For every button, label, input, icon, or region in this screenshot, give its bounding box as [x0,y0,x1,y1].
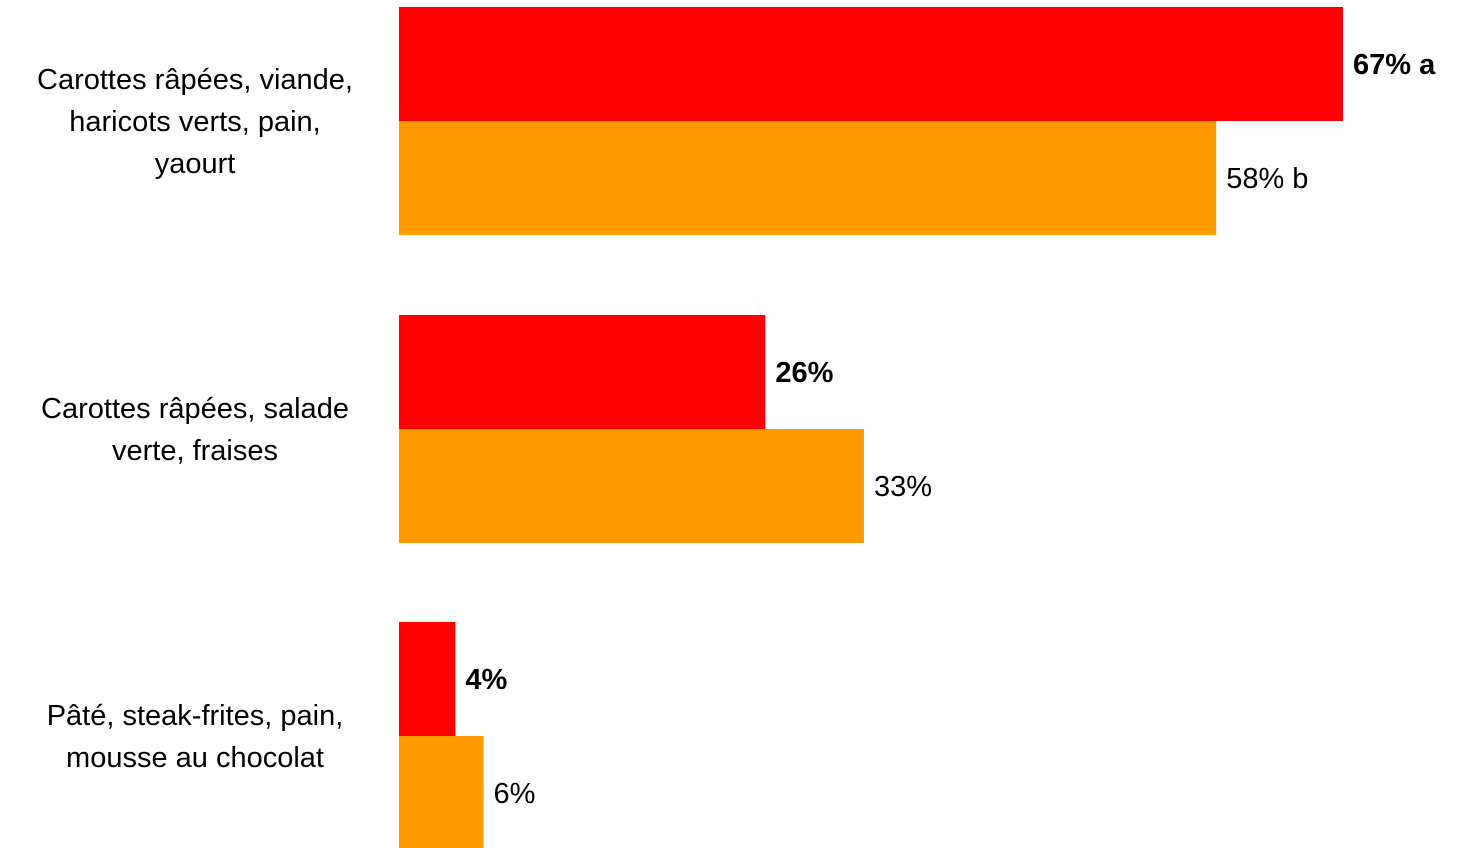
category-label-line: verte, fraises [112,435,278,467]
category-label-line: mousse au chocolat [66,742,324,774]
category-label: Pâté, steak-frites, pain, mousse au choco… [47,700,344,774]
value-label: 67% a [1353,49,1436,81]
category-label-line: haricots verts, pain, [69,106,320,138]
category-label-line: Pâté, steak-frites, pain, [47,700,344,732]
bar [399,7,1343,121]
value-label: 4% [465,664,507,696]
category-label: Carottes râpées, salade verte, fraises [41,393,349,467]
value-label: 6% [494,778,536,810]
bar [399,736,484,848]
bar [399,622,456,736]
bar [399,315,766,429]
value-label: 33% [874,471,932,503]
category-label-line: Carottes râpées, viande, [37,64,353,96]
category-label: Carottes râpées, viande, haricots verts, … [37,64,353,180]
category-label-line: Carottes râpées, salade [41,393,349,425]
bar [399,121,1217,235]
value-label: 26% [775,357,833,389]
category-label-line: yaourt [155,148,236,180]
bar [399,429,864,543]
value-label: 58% b [1226,163,1308,195]
